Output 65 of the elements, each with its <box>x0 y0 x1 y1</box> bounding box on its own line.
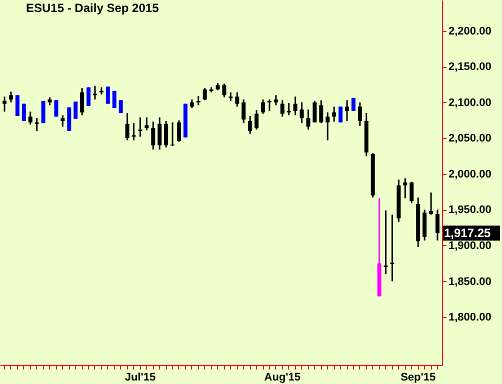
candlestick <box>8 90 13 104</box>
candlestick <box>67 106 72 132</box>
candlestick <box>326 112 330 142</box>
candlestick <box>222 82 226 98</box>
candlestick <box>410 181 414 204</box>
candlestick <box>403 177 408 199</box>
candlestick <box>176 119 181 142</box>
candlestick <box>332 106 336 122</box>
candlestick <box>306 108 310 130</box>
y-tick-label: 2,200.00 <box>448 25 492 38</box>
candlestick <box>125 112 130 142</box>
candlestick <box>158 116 162 150</box>
candlestick <box>235 92 240 108</box>
candlestick <box>390 214 394 282</box>
candlestick <box>358 102 362 127</box>
candlestick <box>274 94 278 106</box>
candlestick <box>54 99 58 118</box>
candlestick <box>2 96 7 112</box>
y-tick-label: 1,850.00 <box>448 276 492 288</box>
candlestick <box>254 109 259 130</box>
y-tick-label: 1,900.00 <box>448 240 492 252</box>
candlestick <box>106 86 110 105</box>
text: 1,917.25 <box>444 226 492 240</box>
candlestick <box>144 116 149 132</box>
chart-title: ESU15 - Daily Sep 2015 <box>26 1 160 15</box>
candlestick <box>118 99 123 114</box>
candlestick <box>286 102 291 116</box>
y-tick-label: 2,100.00 <box>448 96 492 109</box>
candlestick <box>280 99 284 118</box>
y-tick-label: 2,000.00 <box>448 168 492 180</box>
candlestick <box>435 208 440 242</box>
candlestick <box>60 114 65 128</box>
candlestick <box>28 110 32 126</box>
candlestick <box>338 106 343 124</box>
candlestick <box>34 117 39 132</box>
candlestick <box>242 98 246 124</box>
candlestick <box>319 99 324 124</box>
candlestick <box>267 98 272 112</box>
candlestick <box>138 116 142 138</box>
y-tick-label: 2,150.00 <box>448 61 492 74</box>
x-tick-label: Aug'15 <box>264 372 301 384</box>
candlestick <box>300 102 304 124</box>
candlestick <box>74 100 78 120</box>
candlestick <box>80 87 84 116</box>
candlestick <box>151 120 156 150</box>
candlestick <box>384 210 388 275</box>
candlestick <box>196 95 200 106</box>
candlestick <box>22 103 26 122</box>
y-tick-label: 2,050.00 <box>448 132 492 145</box>
candlestick <box>86 86 91 107</box>
candlestick <box>15 94 20 117</box>
candlestick <box>293 96 298 116</box>
x-tick-label: Jul'15 <box>124 372 156 384</box>
candlestick <box>351 97 356 112</box>
candlestick <box>261 98 266 115</box>
candlestick <box>248 115 252 135</box>
candlestick <box>429 192 434 216</box>
candlestick <box>170 122 175 147</box>
candlestick <box>312 100 317 124</box>
y-tick-label: 1,950.00 <box>448 204 492 216</box>
candlestick <box>345 99 350 122</box>
candlestick <box>202 87 207 101</box>
y-tick-label: 1,800.00 <box>448 312 492 324</box>
candlestick <box>164 120 168 148</box>
x-tick-label: Sep'15 <box>400 372 436 384</box>
